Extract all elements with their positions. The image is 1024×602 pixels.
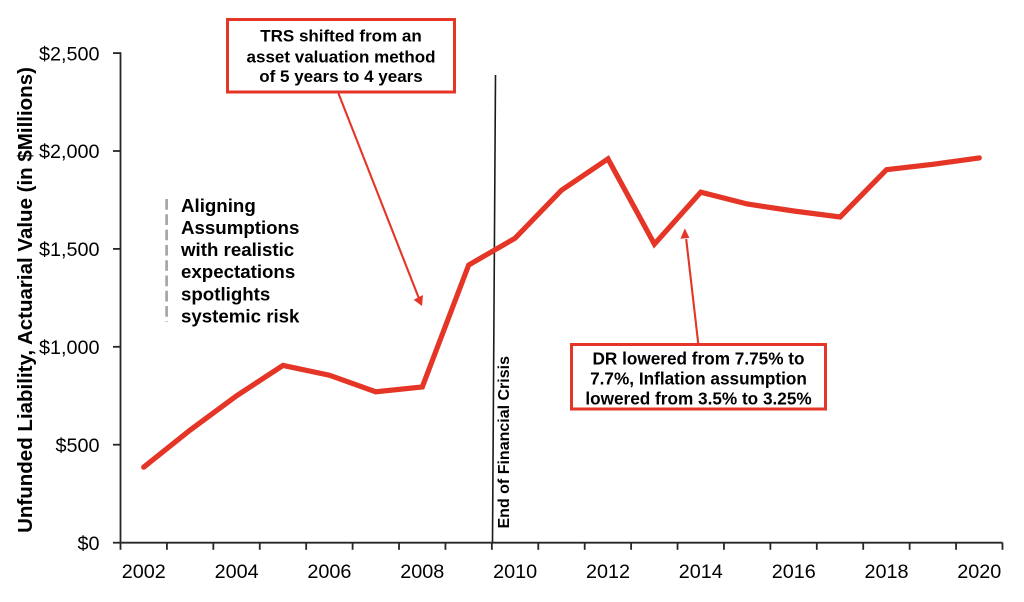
svg-text:$2,500: $2,500 <box>39 43 100 65</box>
svg-text:2010: 2010 <box>493 561 537 583</box>
svg-text:2020: 2020 <box>957 561 1001 583</box>
svg-text:expectations: expectations <box>181 261 295 282</box>
svg-text:2014: 2014 <box>679 561 723 583</box>
svg-text:with realistic: with realistic <box>180 239 294 260</box>
svg-text:$500: $500 <box>55 435 99 457</box>
svg-text:2004: 2004 <box>215 561 259 583</box>
svg-text:2016: 2016 <box>772 561 816 583</box>
svg-text:Aligning: Aligning <box>181 195 256 216</box>
svg-text:2002: 2002 <box>122 561 166 583</box>
svg-text:TRS shifted from an: TRS shifted from an <box>260 27 422 46</box>
svg-text:spotlights: spotlights <box>181 283 270 304</box>
svg-text:asset valuation method: asset valuation method <box>247 48 436 67</box>
svg-text:2018: 2018 <box>864 561 908 583</box>
svg-text:of 5 years to 4 years: of 5 years to 4 years <box>259 67 422 86</box>
svg-text:Unfunded Liability, Actuarial: Unfunded Liability, Actuarial Value (in … <box>14 67 37 533</box>
svg-text:7.7%, Inflation assumption: 7.7%, Inflation assumption <box>590 368 807 388</box>
svg-text:$2,000: $2,000 <box>39 141 100 163</box>
svg-text:2008: 2008 <box>400 561 444 583</box>
svg-text:DR lowered from 7.75% to: DR lowered from 7.75% to <box>592 349 804 369</box>
svg-text:systemic risk: systemic risk <box>181 305 300 326</box>
svg-text:End of Financial Crisis: End of Financial Crisis <box>496 356 513 529</box>
svg-text:$1,500: $1,500 <box>39 239 100 261</box>
svg-text:$1,000: $1,000 <box>39 337 100 359</box>
svg-text:lowered from 3.5% to 3.25%: lowered from 3.5% to 3.25% <box>585 388 811 408</box>
svg-text:2006: 2006 <box>307 561 351 583</box>
svg-text:$0: $0 <box>77 533 99 555</box>
svg-text:Assumptions: Assumptions <box>181 217 299 238</box>
svg-text:2012: 2012 <box>586 561 630 583</box>
